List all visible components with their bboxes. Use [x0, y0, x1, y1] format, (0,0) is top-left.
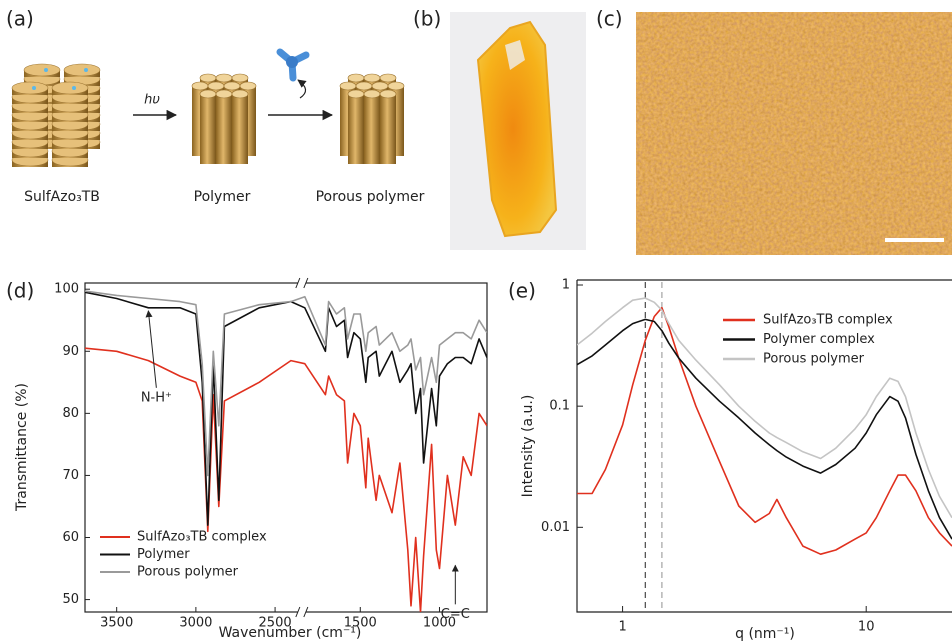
cylinder-top	[216, 74, 232, 82]
panel-label: (b)	[413, 7, 441, 31]
cylinder-top	[356, 82, 372, 90]
x-tick-label: 3500	[100, 616, 133, 631]
figure: (a) (b) (c) (d) (e) hυ SulfAzo₃TB Polyme…	[0, 0, 952, 642]
y-tick-label: 50	[62, 592, 79, 607]
cylinder-top	[380, 74, 396, 82]
cylinder-top	[364, 90, 380, 98]
y-tick-label: 100	[54, 282, 79, 297]
annotation: N-H⁺	[141, 390, 172, 405]
cylinder	[200, 94, 216, 164]
scheme-label: Polymer	[194, 189, 251, 205]
cylinder-top	[208, 82, 224, 90]
y-axis-label: Transmittance (%)	[14, 383, 30, 512]
cylinder	[348, 94, 364, 164]
cylinder-top	[224, 82, 240, 90]
cylinder-top	[216, 90, 232, 98]
cylinder-top	[232, 90, 248, 98]
x-tick-label: 2500	[259, 616, 292, 631]
panel-label: (e)	[508, 279, 536, 303]
legend-label: Porous polymer	[763, 352, 865, 367]
dot	[44, 68, 48, 72]
disc	[12, 82, 48, 94]
legend-label: Polymer	[137, 547, 190, 562]
cylinder-top	[372, 82, 388, 90]
cylinder-top	[380, 90, 396, 98]
y-tick-label: 90	[62, 344, 79, 359]
cylinder	[232, 94, 248, 164]
cylinder-top	[388, 82, 404, 90]
legend-label: Porous polymer	[137, 565, 239, 580]
panel-label: (d)	[6, 279, 34, 303]
page: (a) (b) (c) (d) (e) hυ SulfAzo₃TB Polyme…	[0, 0, 952, 642]
cylinder-top	[348, 74, 364, 82]
legend-label: Polymer complex	[763, 332, 875, 347]
disc	[52, 82, 88, 94]
cylinder-top	[232, 74, 248, 82]
x-tick-label: 1500	[344, 616, 377, 631]
y-tick-label: 80	[62, 406, 79, 421]
cylinder-top	[340, 82, 356, 90]
disc	[24, 64, 60, 76]
series-line	[85, 291, 487, 475]
cylinder-top	[192, 82, 208, 90]
cylinder-top	[200, 74, 216, 82]
x-axis-label: q (nm⁻¹)	[735, 626, 795, 642]
y-tick-label: 70	[62, 468, 79, 483]
y-tick-label: 0.01	[541, 520, 570, 535]
dot	[32, 86, 36, 90]
plot-frame	[577, 280, 952, 612]
y-axis-label: Intensity (a.u.)	[520, 395, 536, 498]
y-tick-label: 0.1	[549, 399, 570, 414]
annotation-arrow	[148, 311, 156, 388]
light-label: hυ	[144, 93, 160, 108]
y-tick-label: 1	[562, 278, 570, 293]
legend-label: SulfAzo₃TB complex	[137, 530, 267, 545]
cylinder-top	[200, 90, 216, 98]
dot	[84, 68, 88, 72]
legend-label: SulfAzo₃TB complex	[763, 313, 893, 328]
plot-frame	[85, 283, 487, 612]
panel-label: (a)	[6, 7, 34, 31]
cylinder-top	[364, 74, 380, 82]
annotation: C=C	[441, 607, 470, 622]
x-tick-label: 10	[858, 620, 875, 635]
cylinder	[216, 94, 232, 164]
cylinder-top	[348, 90, 364, 98]
cylinder	[364, 94, 380, 164]
panel-label: (c)	[596, 7, 623, 31]
scheme	[12, 64, 404, 167]
scheme-label: Porous polymer	[316, 189, 425, 205]
x-tick-label: 1	[618, 620, 626, 635]
scheme-label: SulfAzo₃TB	[24, 189, 100, 205]
cylinder	[380, 94, 396, 164]
disc	[64, 64, 100, 76]
cylinder-top	[240, 82, 256, 90]
series-line	[85, 292, 487, 525]
y-tick-label: 60	[62, 530, 79, 545]
micrograph-tint	[636, 12, 952, 255]
x-tick-label: 3000	[179, 616, 212, 631]
arrow	[298, 80, 306, 98]
dot	[72, 86, 76, 90]
molecule	[280, 52, 306, 78]
